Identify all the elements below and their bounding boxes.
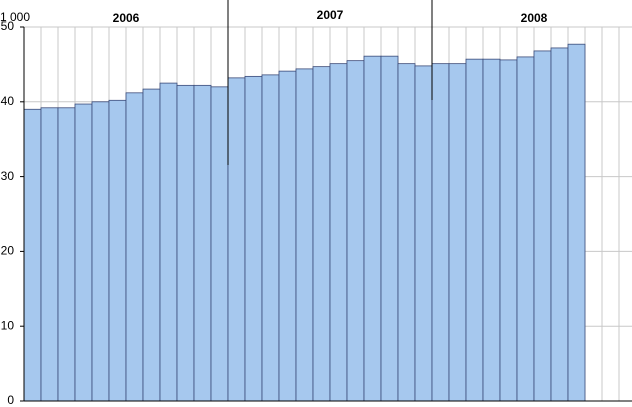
bar	[210, 86, 229, 402]
bar	[108, 99, 127, 402]
unit-label: 1 000	[0, 10, 30, 24]
bar	[176, 84, 195, 402]
y-tick-label: 30	[1, 169, 15, 183]
bar	[329, 63, 348, 402]
bar	[142, 88, 161, 402]
y-tick-label: 50	[1, 19, 15, 33]
bar	[465, 58, 484, 402]
bar	[23, 108, 42, 402]
bar	[550, 47, 569, 402]
year-label: 2007	[317, 8, 344, 22]
bar	[261, 74, 280, 402]
year-label: 2008	[521, 11, 548, 25]
y-tick-label: 10	[1, 318, 15, 332]
bar	[125, 92, 144, 402]
bar	[227, 77, 246, 402]
y-tick-label: 40	[1, 94, 15, 108]
bar	[74, 103, 93, 402]
bar	[448, 63, 467, 402]
bar	[431, 63, 450, 402]
bar	[499, 59, 518, 402]
bar	[193, 84, 212, 402]
bar	[533, 50, 552, 402]
y-tick-label: 0	[7, 393, 14, 407]
bar	[295, 68, 314, 402]
bar	[312, 66, 331, 402]
bar	[567, 43, 586, 402]
bar	[414, 65, 433, 402]
bar	[57, 107, 76, 402]
bar	[516, 56, 535, 402]
bar	[397, 63, 416, 402]
bar	[91, 101, 110, 402]
bar	[244, 75, 263, 402]
year-label: 2006	[113, 11, 140, 25]
y-tick-label: 20	[1, 244, 15, 258]
bar	[278, 70, 297, 402]
bar	[40, 107, 59, 402]
bar	[380, 55, 399, 402]
bar	[482, 58, 501, 402]
bar	[159, 82, 178, 402]
bar	[363, 55, 382, 402]
bar	[346, 60, 365, 402]
